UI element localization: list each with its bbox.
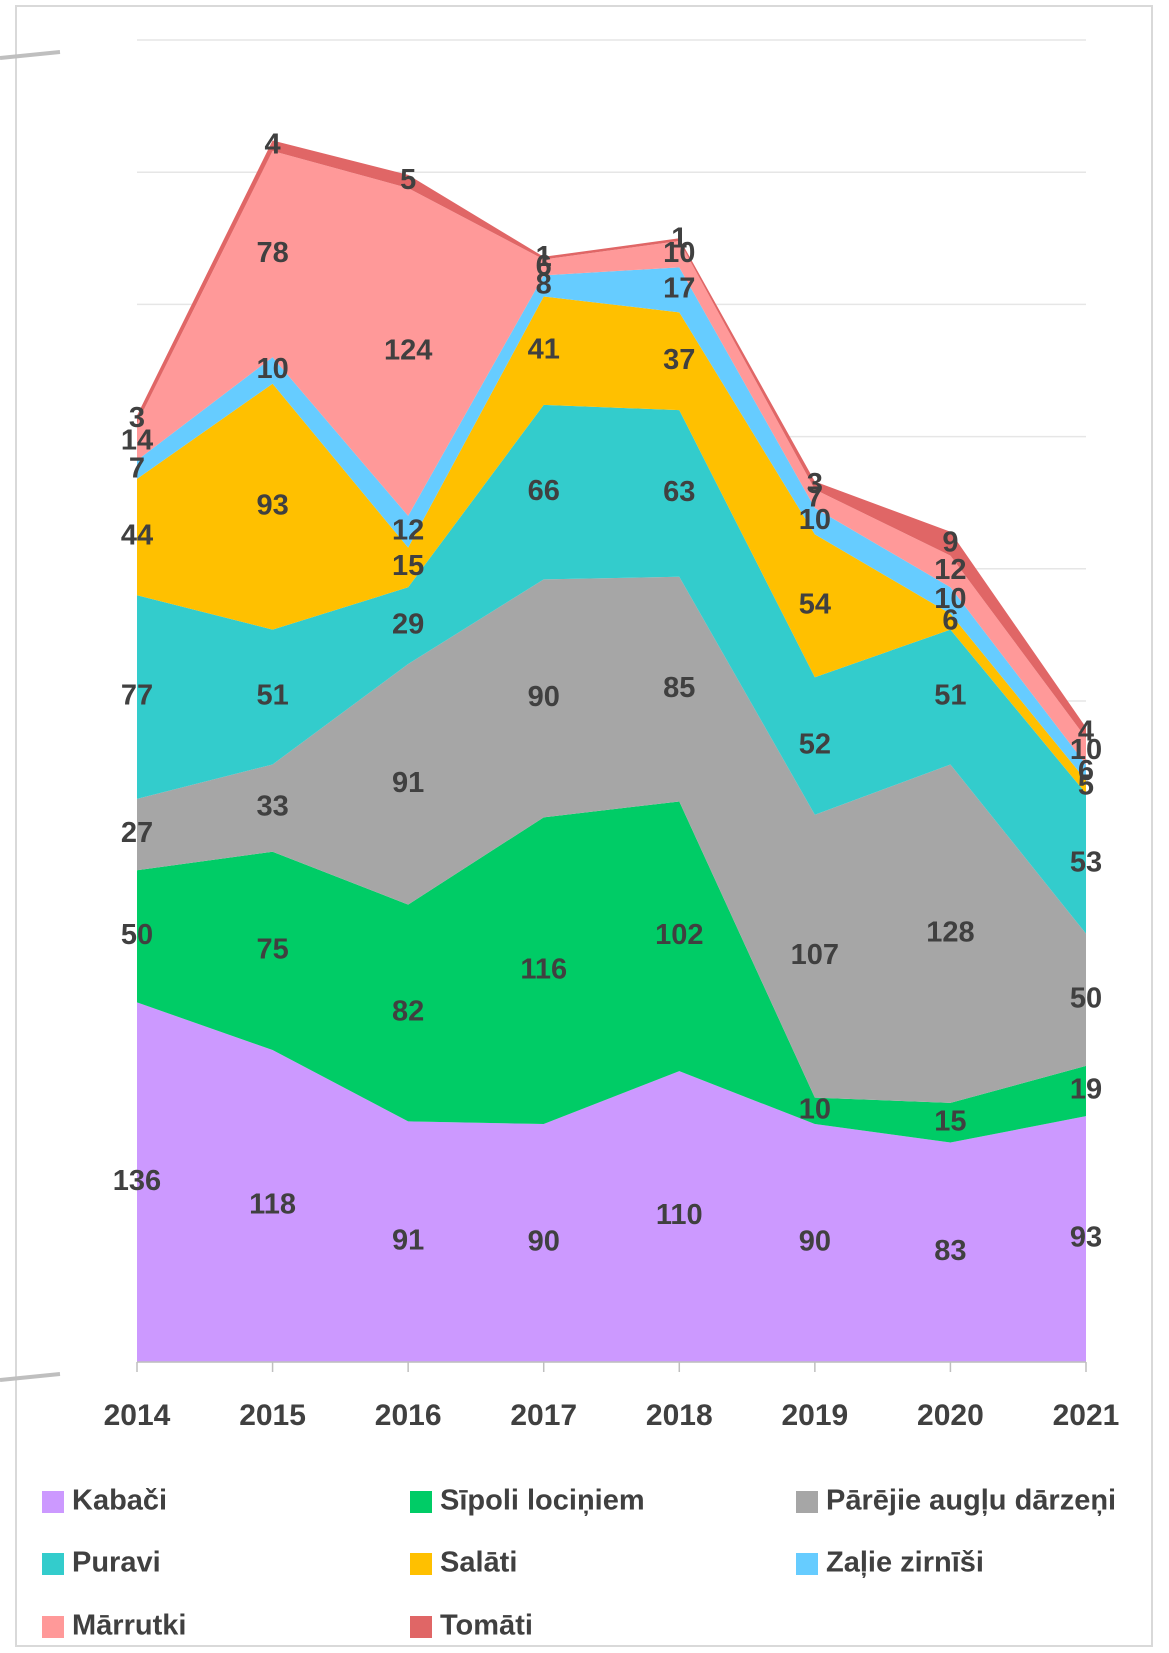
data-label: 10 — [256, 353, 288, 385]
legend-swatch — [410, 1553, 432, 1575]
legend-label: Sīpoli lociņiem — [440, 1485, 645, 1517]
data-label: 66 — [528, 475, 560, 507]
data-label: 3 — [129, 402, 145, 434]
data-label: 19 — [1070, 1074, 1102, 1106]
legend-label: Tomāti — [440, 1610, 533, 1642]
data-label: 7 — [807, 481, 823, 513]
data-label: 10 — [799, 1093, 831, 1125]
area — [137, 1002, 1086, 1362]
data-label: 124 — [384, 335, 432, 367]
data-label: 110 — [656, 1199, 703, 1231]
data-label: 52 — [799, 729, 831, 761]
data-label: 128 — [926, 916, 974, 948]
data-label: 91 — [392, 1224, 424, 1256]
legend-swatch — [796, 1553, 818, 1575]
legend-label: Kabači — [72, 1485, 167, 1517]
data-label: 82 — [392, 996, 424, 1028]
data-label: 15 — [392, 550, 424, 582]
data-label: 54 — [799, 588, 831, 620]
x-tick-label: 2018 — [646, 1399, 713, 1432]
decor-mark — [0, 50, 61, 60]
data-label: 6 — [536, 250, 552, 282]
x-tick-label: 2014 — [104, 1399, 171, 1432]
data-label: 27 — [121, 817, 153, 849]
data-label: 10 — [1070, 734, 1102, 766]
area — [137, 296, 1086, 794]
data-label: 6 — [1078, 755, 1094, 787]
data-label: 90 — [528, 681, 560, 713]
data-label: 33 — [256, 791, 288, 823]
chart-frame — [15, 5, 1153, 1647]
data-label: 4 — [1078, 715, 1094, 747]
data-label: 7 — [129, 452, 145, 484]
data-label: 51 — [934, 680, 966, 712]
legend-swatch — [42, 1616, 64, 1638]
data-label: 1 — [671, 222, 687, 254]
data-label: 116 — [520, 953, 567, 985]
legend-swatch — [42, 1553, 64, 1575]
data-label: 8 — [536, 269, 552, 301]
data-label: 10 — [799, 504, 831, 536]
area — [137, 404, 1086, 934]
data-label: 9 — [942, 526, 958, 558]
data-label: 93 — [256, 489, 288, 521]
data-label: 12 — [934, 554, 966, 586]
area — [137, 576, 1086, 1103]
legend-label: Zaļie zirnīši — [826, 1547, 984, 1579]
data-label: 50 — [121, 919, 153, 951]
legend-label: Pārējie augļu dārzeņi — [826, 1485, 1116, 1517]
data-label: 12 — [392, 514, 424, 546]
x-tick-label: 2015 — [239, 1399, 306, 1432]
data-label: 4 — [265, 128, 281, 160]
data-label: 83 — [934, 1235, 966, 1267]
x-tick-label: 2017 — [510, 1399, 577, 1432]
x-tick-label: 2020 — [917, 1399, 984, 1432]
data-label: 136 — [113, 1165, 161, 1197]
legend-swatch — [410, 1491, 432, 1513]
data-label: 78 — [256, 237, 288, 269]
x-tick-label: 2019 — [781, 1399, 848, 1432]
data-label: 5 — [400, 164, 416, 196]
legend-label: Salāti — [440, 1547, 517, 1579]
legend-swatch — [796, 1491, 818, 1513]
x-tick-label: 2021 — [1053, 1399, 1120, 1432]
data-label: 85 — [663, 672, 695, 704]
data-label: 90 — [528, 1226, 560, 1258]
x-tick-label: 2016 — [375, 1399, 442, 1432]
data-label: 63 — [663, 476, 695, 508]
data-label: 44 — [121, 520, 153, 552]
data-label: 77 — [121, 680, 153, 712]
area — [137, 151, 1086, 765]
data-label: 5 — [1078, 770, 1094, 802]
data-label: 102 — [655, 919, 703, 951]
data-label: 91 — [392, 767, 424, 799]
data-label: 29 — [392, 608, 424, 640]
data-label: 1 — [536, 241, 552, 273]
data-label: 10 — [934, 583, 966, 615]
legend-label: Mārrutki — [72, 1610, 186, 1642]
data-label: 53 — [1070, 846, 1102, 878]
legend-label: Puravi — [72, 1547, 161, 1579]
data-label: 50 — [1070, 982, 1102, 1014]
data-label: 15 — [934, 1105, 966, 1137]
data-label: 17 — [663, 273, 695, 305]
data-label: 107 — [791, 939, 839, 971]
data-label: 118 — [249, 1189, 296, 1221]
legend-swatch — [410, 1616, 432, 1638]
data-label: 90 — [799, 1226, 831, 1258]
data-label: 3 — [807, 468, 823, 500]
data-label: 51 — [256, 680, 288, 712]
data-label: 6 — [942, 604, 958, 636]
data-label: 10 — [663, 237, 695, 269]
data-label: 41 — [528, 333, 560, 365]
data-label: 14 — [121, 425, 153, 457]
data-label: 37 — [663, 344, 695, 376]
legend-swatch — [42, 1491, 64, 1513]
decor-mark — [0, 1372, 61, 1382]
data-label: 93 — [1070, 1222, 1102, 1254]
area — [137, 801, 1086, 1143]
data-label: 75 — [256, 934, 288, 966]
